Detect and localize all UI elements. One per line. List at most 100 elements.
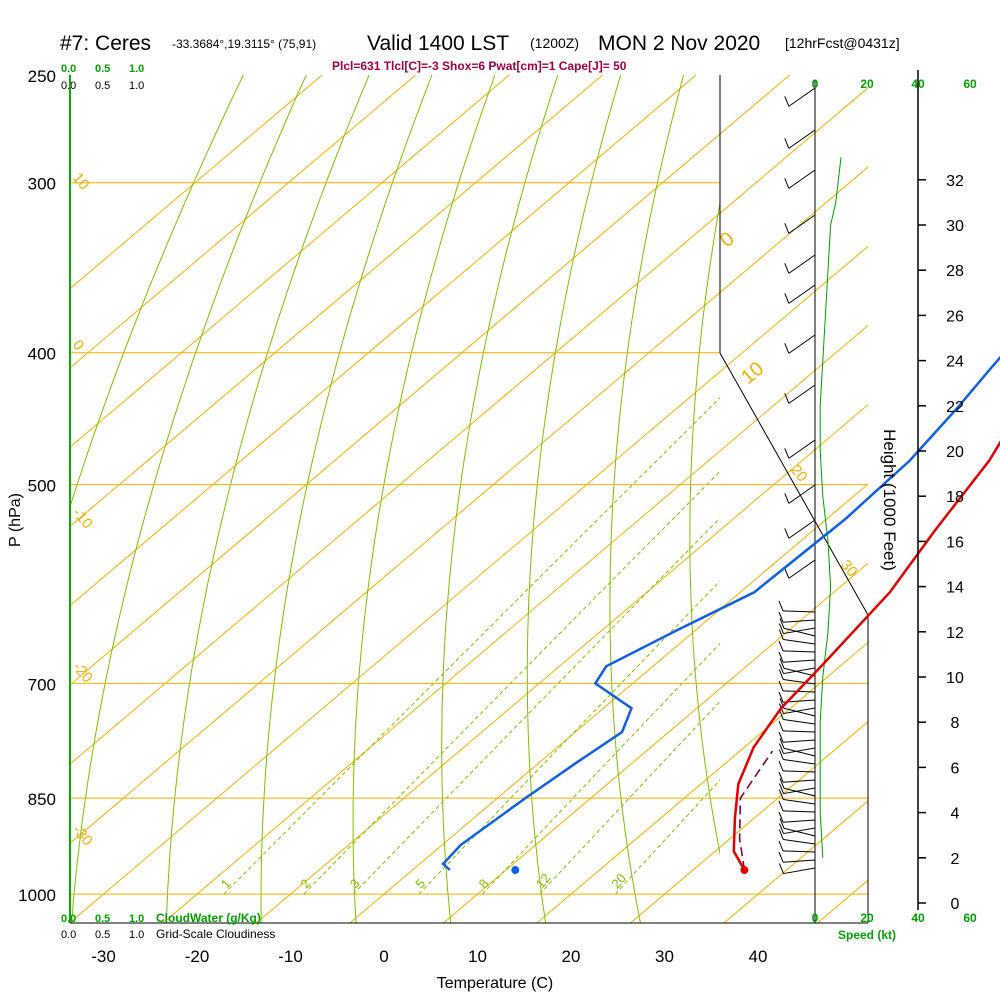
wind-barb bbox=[779, 783, 816, 795]
temperature-tick-label: 10 bbox=[468, 947, 487, 966]
isotherm-line bbox=[70, 75, 510, 448]
wind-barb bbox=[778, 720, 816, 733]
parcel-trace-line bbox=[738, 750, 774, 871]
wind-barb bbox=[778, 680, 816, 693]
wind-barb bbox=[778, 800, 816, 813]
height-tick-label: 14 bbox=[946, 580, 964, 597]
cloudwater-label: CloudWater (g/Kg) bbox=[156, 911, 261, 925]
wind-barb bbox=[778, 692, 816, 703]
mixing-ratio-line bbox=[352, 517, 720, 895]
wind-barb bbox=[778, 652, 816, 663]
valid-time: Valid 1400 LST bbox=[367, 32, 509, 55]
height-tick-label: 8 bbox=[951, 715, 960, 732]
speed-tick-label: 20 bbox=[860, 911, 874, 925]
wind-barb bbox=[784, 214, 816, 234]
svg-text:0.0: 0.0 bbox=[61, 63, 76, 75]
wind-barb bbox=[784, 384, 816, 404]
wind-barb bbox=[779, 863, 816, 875]
station-title: #7: Ceres bbox=[60, 32, 151, 55]
wind-barb bbox=[779, 778, 816, 797]
speed-tick-label: 60 bbox=[963, 77, 977, 91]
wind-barb bbox=[784, 87, 816, 107]
isotherm-label: 10 bbox=[69, 170, 93, 194]
svg-text:0.5: 0.5 bbox=[95, 63, 110, 75]
temperature-tick-label: 0 bbox=[379, 947, 388, 966]
svg-text:0.5: 0.5 bbox=[95, 913, 110, 925]
station-coords: -33.3684°,19.3115° (75,91) bbox=[172, 37, 316, 51]
wind-barb bbox=[784, 129, 816, 149]
dewpoint-line bbox=[441, 355, 1000, 871]
wind-barb bbox=[784, 169, 816, 189]
mixing-ratio-label: 2 bbox=[297, 876, 313, 891]
pressure-tick-label: 500 bbox=[28, 477, 56, 496]
pressure-tick-label: 700 bbox=[28, 675, 56, 694]
temperature-tick-label: 20 bbox=[562, 947, 581, 966]
mixing-ratio-label: 5 bbox=[412, 876, 428, 891]
pressure-tick-label: 1000 bbox=[18, 886, 56, 905]
valid-zulu: (1200Z) bbox=[530, 35, 579, 51]
isotherm-label: 10 bbox=[737, 358, 768, 389]
bottom-cloudwater-scale: 0.0 0.5 1.0 CloudWater (g/Kg) bbox=[61, 911, 261, 925]
dry-adiabat-line bbox=[70, 75, 244, 509]
wind-barb bbox=[779, 823, 816, 835]
isotherm-label: 0 bbox=[69, 337, 87, 354]
speed-tick-label: 20 bbox=[860, 77, 874, 91]
wind-barb bbox=[778, 732, 816, 743]
isotherm-line bbox=[70, 75, 416, 369]
mixing-ratio-label: 3 bbox=[347, 876, 363, 891]
height-tick-label: 26 bbox=[946, 308, 964, 325]
mixing-ratio-line bbox=[303, 470, 720, 895]
wind-speed-profile bbox=[819, 157, 842, 858]
y-axis-label: P (hPa) bbox=[7, 493, 24, 547]
height-tick-label: 2 bbox=[951, 851, 960, 868]
height-axis-label: Height (1000 Feet) bbox=[880, 429, 899, 571]
dry-adiabat-line bbox=[689, 200, 720, 857]
height-tick-label: 6 bbox=[951, 760, 960, 777]
forecast-label: [12hrFcst@0431z] bbox=[785, 35, 900, 51]
svg-text:1.0: 1.0 bbox=[129, 80, 144, 92]
wind-barb bbox=[784, 484, 816, 504]
isotherm-line bbox=[256, 404, 868, 923]
mixing-ratio-line bbox=[418, 580, 720, 895]
height-tick-label: 28 bbox=[946, 263, 964, 280]
height-tick-label: 12 bbox=[946, 625, 964, 642]
wind-barb bbox=[778, 772, 816, 783]
wind-barb bbox=[779, 738, 816, 757]
speed-tick-label: 60 bbox=[963, 911, 977, 925]
isobar-lines bbox=[70, 182, 868, 895]
isotherm-label: 20 bbox=[787, 462, 811, 486]
isotherm-line bbox=[443, 562, 868, 923]
pressure-axis-ticks: 250 300 400 500 700 850 1000 bbox=[18, 67, 56, 905]
wind-barb bbox=[784, 334, 816, 354]
speed-tick-label: 0 bbox=[812, 77, 819, 91]
wind-barb bbox=[784, 439, 816, 459]
speed-tick-label: 40 bbox=[911, 911, 925, 925]
isotherm-line bbox=[349, 483, 868, 923]
surface-temperature-dot bbox=[740, 866, 749, 875]
temperature-tick-label: -30 bbox=[91, 947, 116, 966]
wind-barb bbox=[779, 658, 816, 677]
height-tick-label: 30 bbox=[946, 218, 964, 235]
isotherm-line bbox=[70, 75, 697, 607]
dry-adiabat-line bbox=[526, 75, 622, 923]
temperature-line bbox=[732, 440, 1000, 871]
wind-barb bbox=[779, 623, 816, 635]
wind-barb bbox=[778, 749, 816, 765]
mixing-ratio-line bbox=[223, 397, 720, 895]
wind-barb bbox=[778, 612, 816, 623]
top-cloudiness-scale: 0.0 0.5 1.0 bbox=[61, 80, 144, 92]
x-axis-label: Temperature (C) bbox=[437, 975, 553, 992]
svg-text:0.5: 0.5 bbox=[95, 80, 110, 92]
isotherm-label: 0 bbox=[716, 228, 739, 252]
mixing-ratio-line bbox=[539, 700, 720, 895]
mixing-ratio-line bbox=[614, 779, 720, 895]
wind-barb bbox=[778, 760, 816, 773]
bottom-cloudiness-scale: 0.0 0.5 1.0 Grid-Scale Cloudiness bbox=[61, 927, 275, 941]
wind-barb bbox=[778, 669, 816, 685]
isotherm-line bbox=[817, 879, 868, 923]
wind-barb bbox=[778, 600, 816, 613]
dry-adiabat-line bbox=[260, 75, 433, 923]
isotherm-line bbox=[70, 75, 603, 528]
